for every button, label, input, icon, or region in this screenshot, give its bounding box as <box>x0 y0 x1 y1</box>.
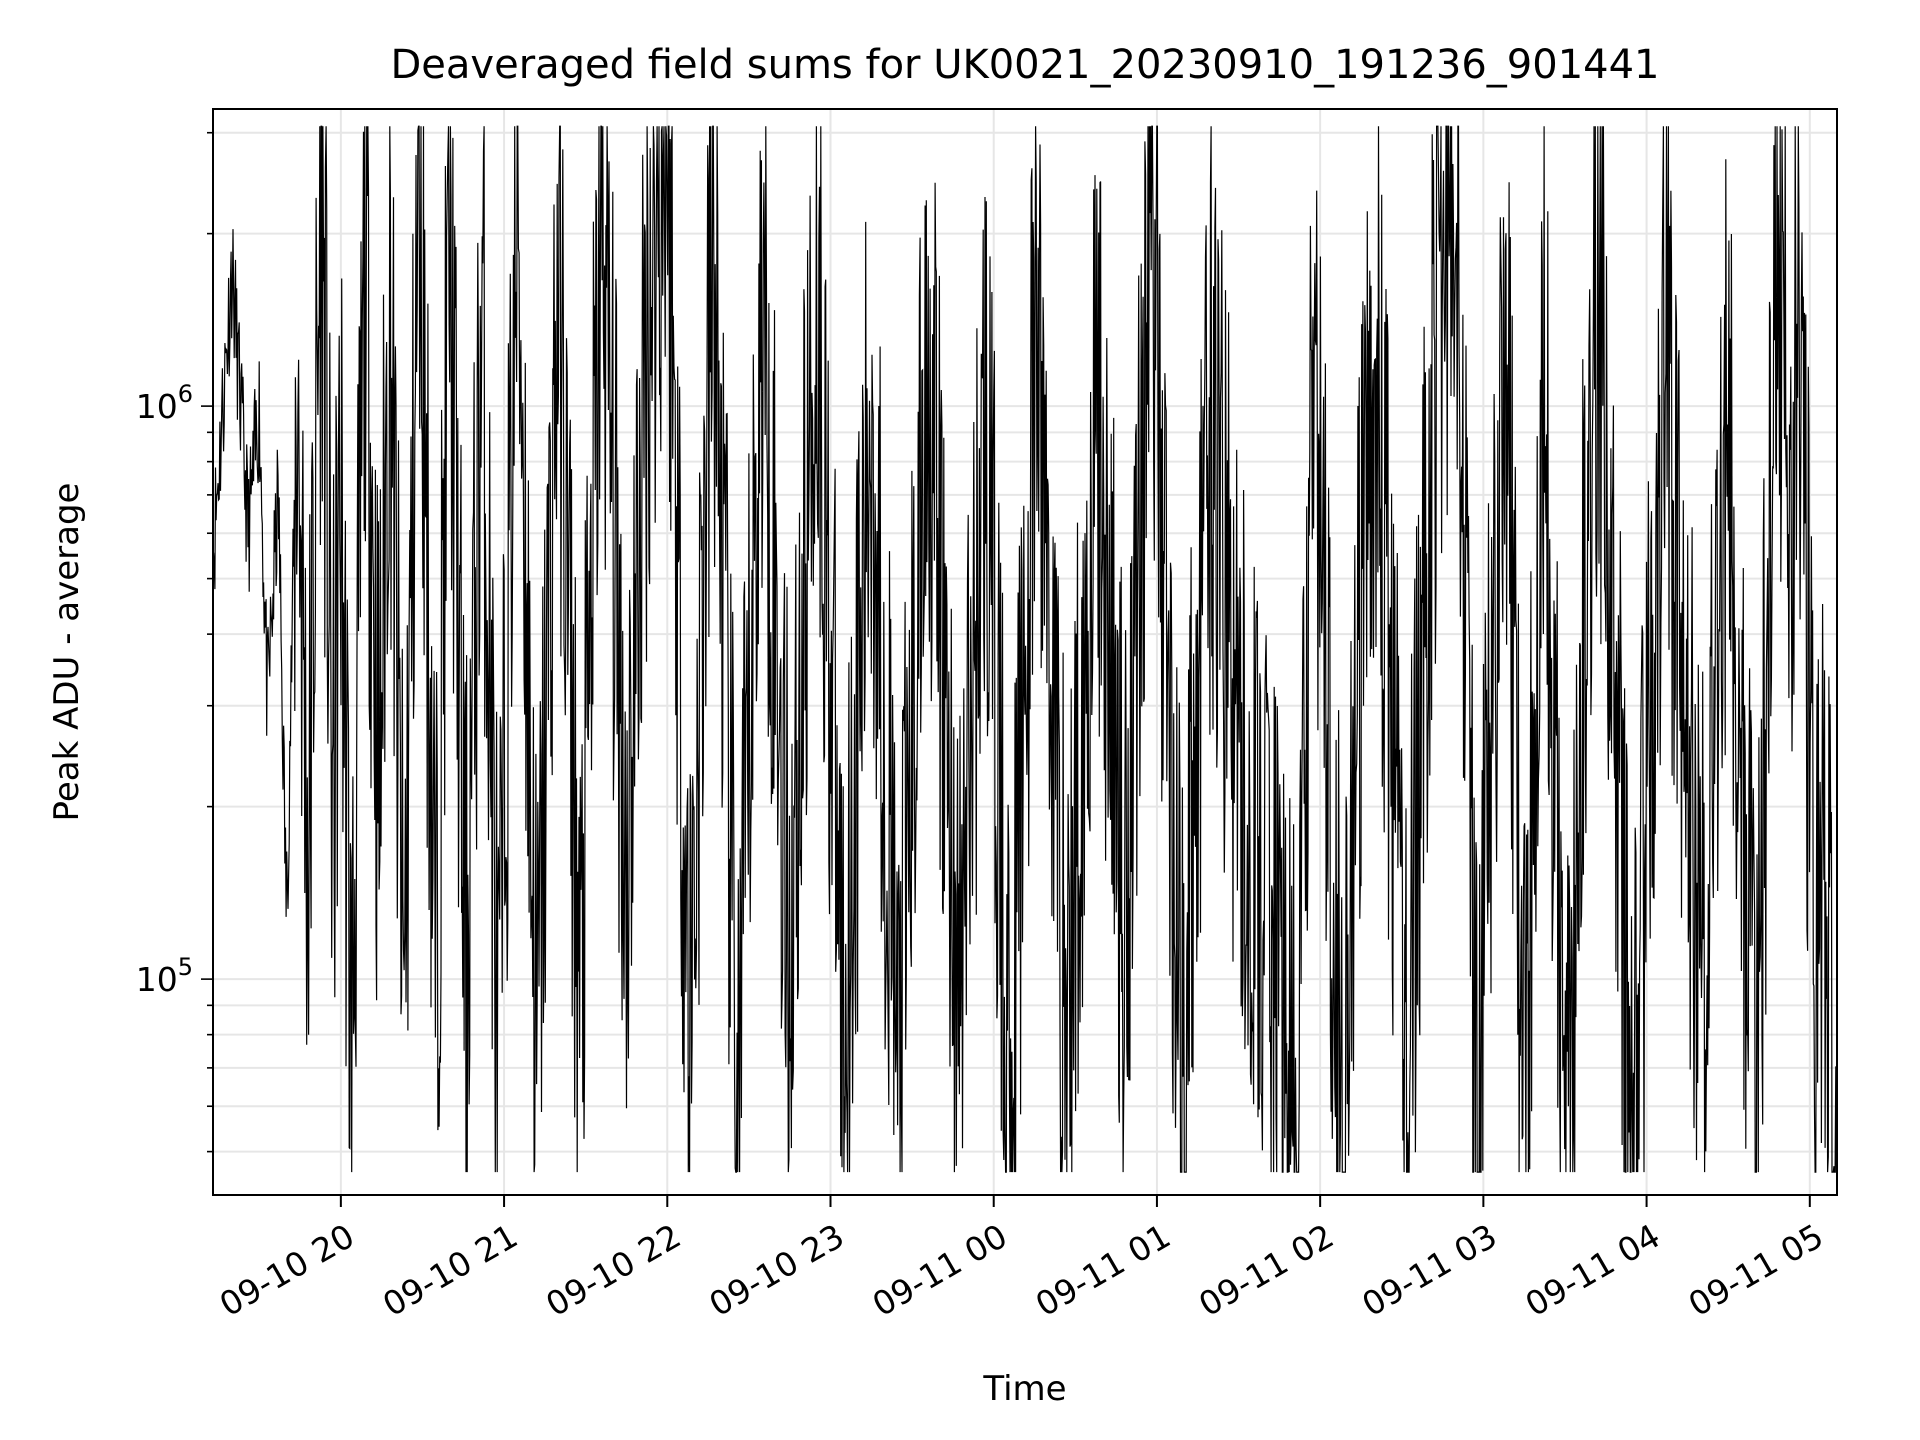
x-tick-label: 09-10 22 <box>539 1216 687 1324</box>
chart-title: Deaveraged field sums for UK0021_2023091… <box>390 42 1659 88</box>
x-axis: 09-10 20 09-10 21 09-10 22 09-10 23 09-11 00… <box>213 1195 1830 1324</box>
x-tick-label: 09-11 00 <box>866 1216 1014 1324</box>
plot-frame <box>212 108 1838 1196</box>
x-tick-label: 09-10 21 <box>376 1216 524 1324</box>
y-tick-label: 106 <box>136 380 193 426</box>
x-tick-label: 09-10 20 <box>213 1216 361 1324</box>
x-tick-label: 09-11 03 <box>1355 1216 1503 1324</box>
x-tick-label: 09-11 01 <box>1029 1216 1177 1324</box>
x-tick-label: 09-11 05 <box>1682 1216 1830 1324</box>
x-axis-label: Time <box>982 1369 1066 1409</box>
plot-area <box>212 108 1838 1196</box>
x-tick-label: 09-10 23 <box>703 1216 851 1324</box>
x-tick-label: 09-11 02 <box>1192 1216 1340 1324</box>
y-axis: 105 106 <box>136 131 213 1153</box>
y-axis-label: Peak ADU - average <box>47 483 87 822</box>
y-tick-label: 105 <box>136 953 193 999</box>
series-line <box>212 125 1837 1173</box>
x-tick-label: 09-11 04 <box>1519 1216 1667 1324</box>
